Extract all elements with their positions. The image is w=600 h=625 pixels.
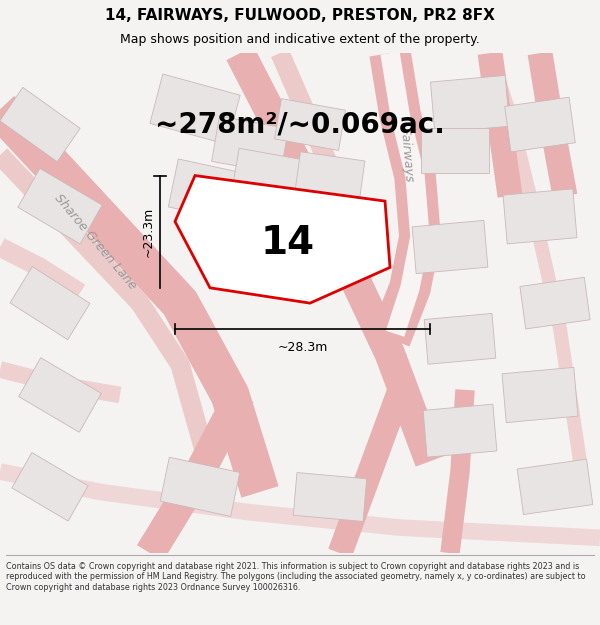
Polygon shape <box>520 278 590 329</box>
Text: 14: 14 <box>260 224 314 262</box>
Polygon shape <box>212 116 289 174</box>
Polygon shape <box>150 74 240 144</box>
Text: 14, FAIRWAYS, FULWOOD, PRESTON, PR2 8FX: 14, FAIRWAYS, FULWOOD, PRESTON, PR2 8FX <box>105 8 495 23</box>
Text: ~28.3m: ~28.3m <box>277 341 328 354</box>
Polygon shape <box>19 357 101 432</box>
Polygon shape <box>295 152 365 199</box>
Text: ~278m²/~0.069ac.: ~278m²/~0.069ac. <box>155 111 445 139</box>
Polygon shape <box>10 267 90 339</box>
Polygon shape <box>430 76 509 133</box>
Polygon shape <box>502 368 578 423</box>
Text: Fairways: Fairways <box>398 127 416 183</box>
Polygon shape <box>12 452 88 521</box>
Polygon shape <box>421 127 489 172</box>
Polygon shape <box>160 458 240 516</box>
Polygon shape <box>232 148 308 203</box>
Polygon shape <box>412 221 488 274</box>
Polygon shape <box>503 189 577 244</box>
Polygon shape <box>293 472 367 521</box>
Text: Sharoe Green Lane: Sharoe Green Lane <box>52 192 139 292</box>
Text: Contains OS data © Crown copyright and database right 2021. This information is : Contains OS data © Crown copyright and d… <box>6 562 586 591</box>
Polygon shape <box>169 159 251 222</box>
Polygon shape <box>0 88 80 162</box>
Text: ~23.3m: ~23.3m <box>142 207 155 257</box>
Polygon shape <box>423 404 497 457</box>
Polygon shape <box>517 459 593 514</box>
Polygon shape <box>175 176 390 303</box>
Text: Map shows position and indicative extent of the property.: Map shows position and indicative extent… <box>120 33 480 46</box>
Polygon shape <box>275 99 346 151</box>
Polygon shape <box>424 314 496 364</box>
Polygon shape <box>18 168 102 244</box>
Polygon shape <box>505 98 575 152</box>
